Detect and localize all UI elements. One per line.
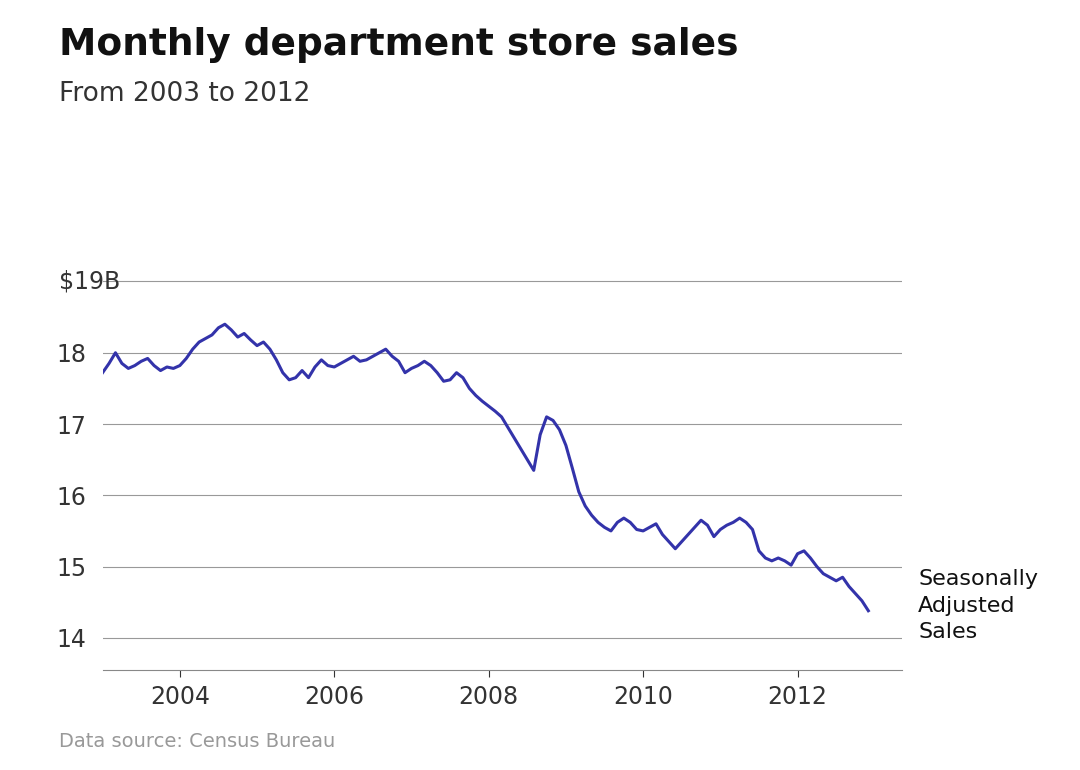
Text: Seasonally
Adjusted
Sales: Seasonally Adjusted Sales: [918, 569, 1038, 642]
Text: From 2003 to 2012: From 2003 to 2012: [59, 81, 311, 107]
Text: $19B: $19B: [59, 270, 121, 293]
Text: Data source: Census Bureau: Data source: Census Bureau: [59, 732, 336, 751]
Text: Monthly department store sales: Monthly department store sales: [59, 27, 739, 63]
